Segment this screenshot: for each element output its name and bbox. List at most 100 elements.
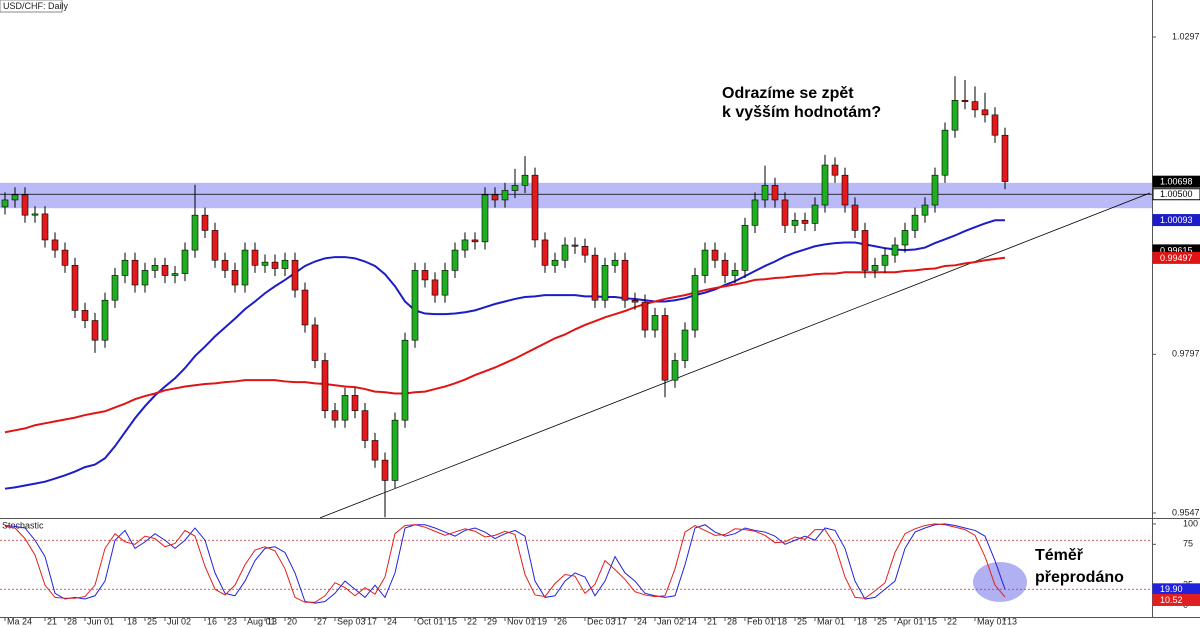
y-tick-label: 1.02977 [1172, 31, 1200, 41]
candle-body [401, 339, 409, 421]
stochastic-line [4, 523, 1006, 604]
candle-body [51, 239, 59, 251]
candle-body [971, 101, 979, 111]
x-tick-label: 25 [797, 616, 807, 626]
x-tick-label: 25 [147, 616, 157, 626]
candle-body [221, 259, 229, 271]
candle-body [841, 174, 849, 206]
annotation: Téměř [1035, 547, 1084, 564]
candle-body [441, 270, 449, 296]
candle-body [301, 289, 309, 326]
candle-body [701, 249, 709, 276]
candle-body [351, 395, 359, 411]
candle-body [611, 259, 619, 266]
candle-body [731, 270, 739, 276]
annotation: Odrazíme se zpět [722, 85, 854, 102]
candle-body [811, 204, 819, 224]
highlight-ellipse [973, 562, 1027, 602]
candle-body [141, 270, 149, 286]
candle-body [201, 214, 209, 231]
candle-body [261, 261, 269, 266]
candle-body [281, 259, 289, 269]
candle-body [581, 245, 589, 256]
candle-body [471, 239, 479, 243]
candle-body [721, 259, 729, 276]
candle-body [861, 230, 869, 271]
x-tick-label: 18 [127, 616, 137, 626]
stochastic-line [4, 523, 1006, 603]
candle-body [71, 265, 79, 311]
candle-body [661, 315, 669, 381]
candle-body [31, 213, 39, 216]
candle-body [291, 259, 299, 291]
x-tick-label: 21 [707, 616, 717, 626]
candle-body [181, 249, 189, 274]
candle-body [741, 225, 749, 271]
candle-body [451, 249, 459, 271]
candle-body [391, 419, 399, 481]
candle-body [681, 329, 689, 361]
candle-body [151, 265, 159, 271]
x-tick-label: Feb 01 [747, 616, 775, 626]
candle-body [461, 239, 469, 251]
price-label-box [1152, 188, 1200, 201]
candle-body [121, 259, 129, 276]
x-tick-label: 24 [387, 616, 397, 626]
candle-body [111, 275, 119, 301]
candle-body [871, 265, 879, 271]
candle-body [231, 270, 239, 286]
annotation: k vyšším hodnotám? [722, 104, 881, 121]
candle-body [331, 410, 339, 421]
candle-body [421, 270, 429, 281]
x-tick-label: 21 [47, 616, 57, 626]
candle-body [931, 174, 939, 206]
candle-body [571, 244, 579, 247]
title-box [0, 0, 63, 13]
candle-body [801, 219, 809, 224]
x-tick-label: 28 [727, 616, 737, 626]
candle-body [951, 100, 959, 131]
candle-body [371, 440, 379, 461]
candle-body [791, 219, 799, 226]
stoch-tick-label: 75 [1183, 539, 1193, 549]
candle-body [761, 185, 769, 201]
x-tick-label: Ma 24 [7, 616, 32, 626]
candle-body [591, 254, 599, 301]
candle-body [491, 194, 499, 201]
candle-body [531, 174, 539, 241]
candle-body [481, 194, 489, 243]
candle-body [91, 320, 99, 341]
candle-body [431, 279, 439, 296]
price-label: 19.90 [1160, 584, 1183, 594]
price-label-box [1152, 251, 1200, 264]
x-tick-label: 24 [637, 616, 647, 626]
x-tick-label: 22 [467, 616, 477, 626]
x-tick-label: Sep 03 [337, 616, 366, 626]
candle-body [851, 204, 859, 231]
x-tick-label: 15 [927, 616, 937, 626]
candle-body [821, 164, 829, 206]
candle-body [21, 194, 29, 216]
moving-average [4, 219, 1005, 490]
candle-body [881, 254, 889, 266]
price-label: 0.99497 [1160, 253, 1193, 263]
x-tick-label: 20 [287, 616, 297, 626]
candle-body [171, 273, 179, 276]
candle-body [81, 310, 89, 321]
price-label: 10.52 [1160, 595, 1183, 605]
x-tick-label: 28 [67, 616, 77, 626]
x-tick-label: 13 [1007, 616, 1017, 626]
x-tick-label: 29 [487, 616, 497, 626]
price-label-box [1152, 214, 1200, 227]
candle-body [621, 259, 629, 301]
candle-body [211, 230, 219, 261]
candle-body [991, 114, 999, 136]
price-label: 1.00093 [1160, 215, 1193, 225]
candle-body [541, 239, 549, 266]
candle-body [941, 129, 949, 176]
candle-body [381, 459, 389, 481]
candle-body [321, 360, 329, 411]
x-tick-label: Apr 01 [897, 616, 924, 626]
